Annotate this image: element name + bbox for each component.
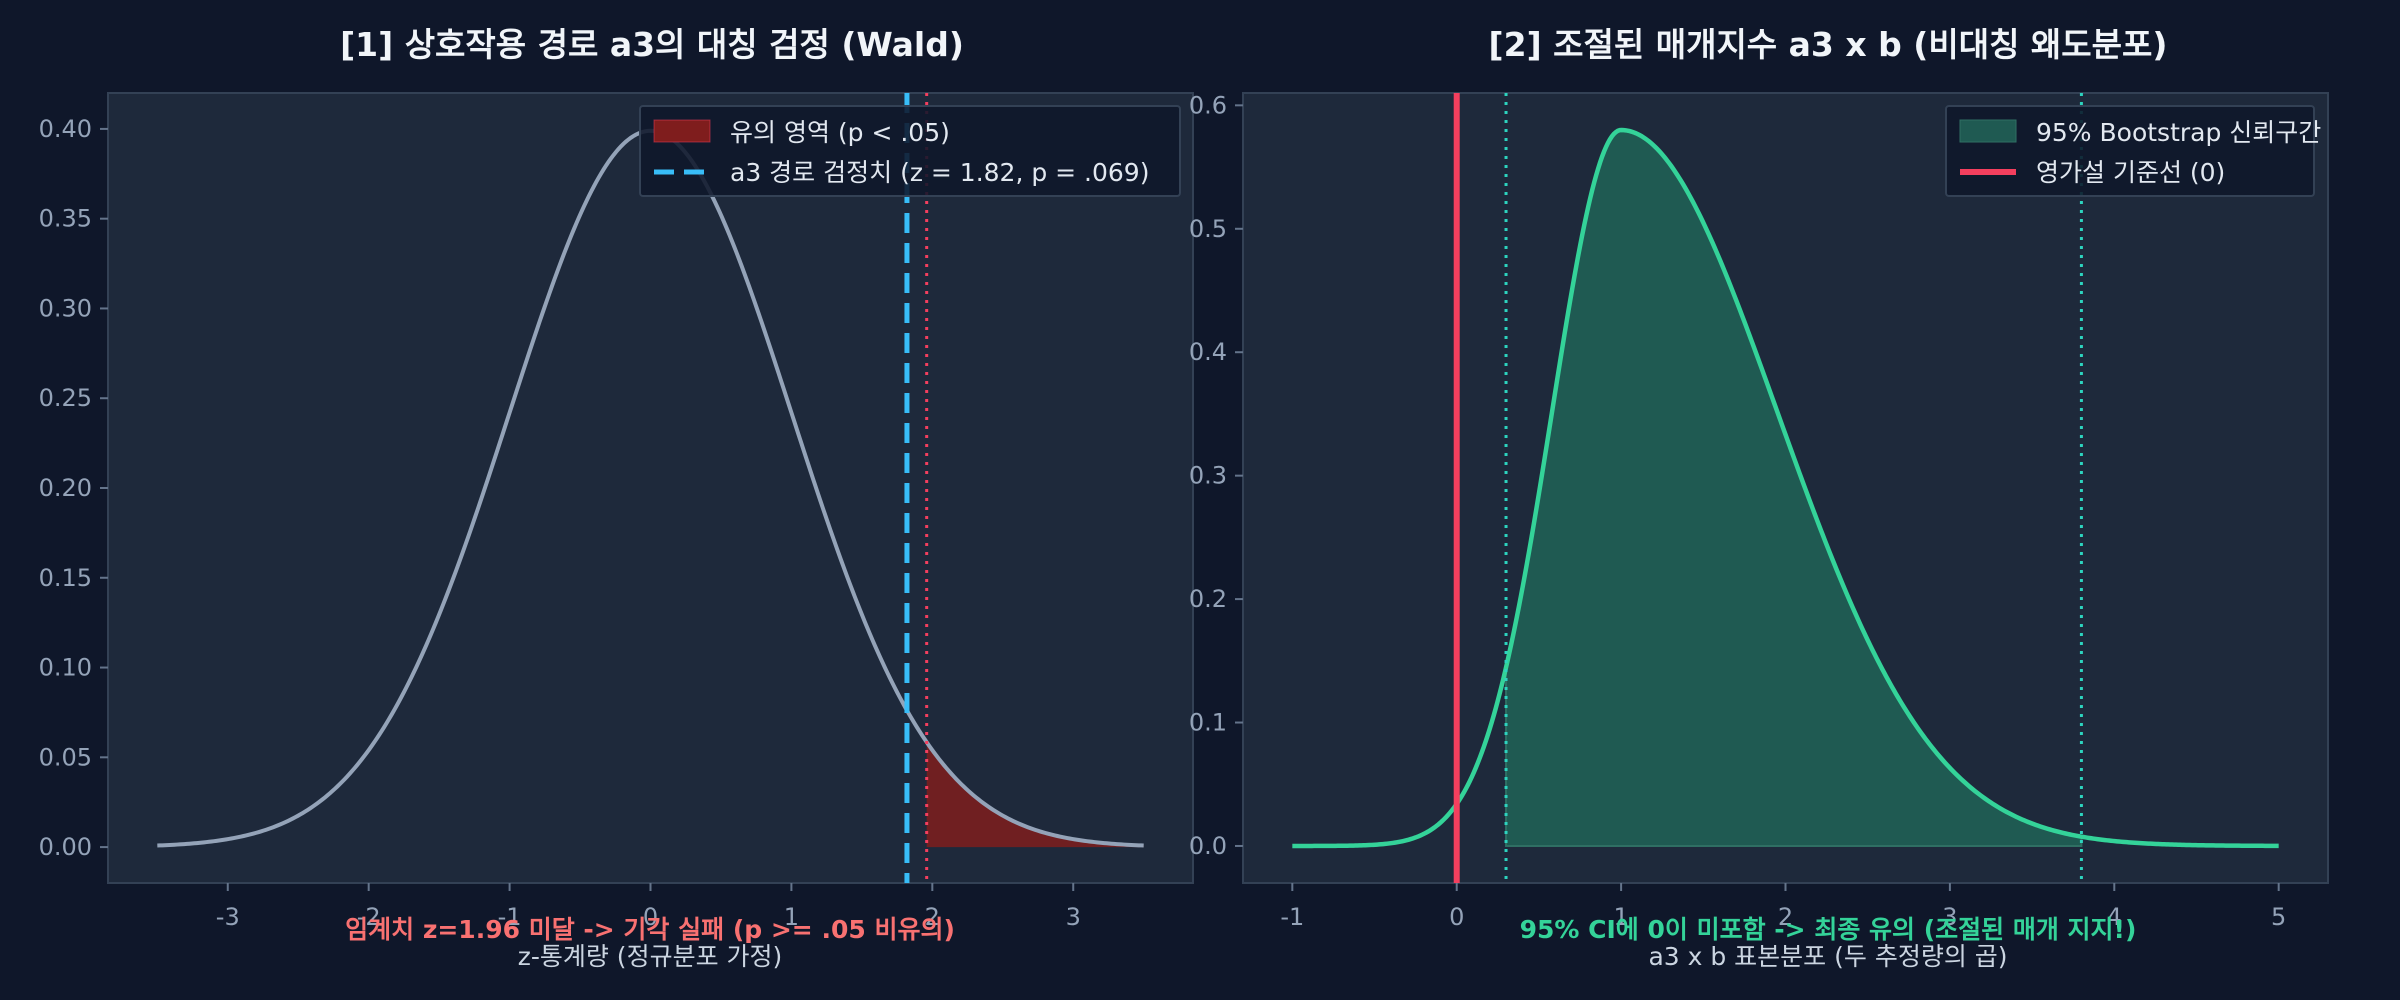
y-tick-label: 0.3 <box>1189 462 1227 490</box>
chart-1-legend: 유의 영역 (p < .05) a3 경로 검정치 (z = 1.82, p =… <box>639 105 1181 197</box>
chart-1-significance-region <box>926 742 1144 848</box>
chart-2-annotation: 95% CI에 0이 미포함 -> 최종 유의 (조절된 매개 지지!) <box>1520 915 2137 944</box>
x-tick-label: 2 <box>925 903 940 931</box>
x-tick-label: -1 <box>1280 903 1304 931</box>
chart-1-plot-area <box>107 92 1194 884</box>
y-tick-label: 0.05 <box>39 743 92 771</box>
y-tick-label: 0.10 <box>39 654 92 682</box>
x-tick-label: -2 <box>357 903 381 931</box>
y-tick-label: 0.0 <box>1189 832 1227 860</box>
x-tick-label: 3 <box>1066 903 1081 931</box>
y-tick-label: 0.35 <box>39 205 92 233</box>
y-tick-label: 0.40 <box>39 115 92 143</box>
chart-2: [2] 조절된 매개지수 a3 x b (비대칭 왜도분포) 0.0 0.1 0.2… <box>1189 25 2329 971</box>
legend-label-statistic: a3 경로 검정치 (z = 1.82, p = .069) <box>730 158 1149 187</box>
x-tick-label: 4 <box>2107 903 2122 931</box>
legend-swatch-significance <box>653 119 711 143</box>
chart-2-legend: 95% Bootstrap 신뢰구간 영가설 기준선 (0) <box>1945 105 2321 197</box>
y-tick-label: 0.6 <box>1189 91 1227 119</box>
x-tick-label: 0 <box>643 903 658 931</box>
x-tick-label: 0 <box>1449 903 1464 931</box>
legend-label-significance: 유의 영역 (p < .05) <box>730 118 950 147</box>
y-tick-label: 0.5 <box>1189 215 1227 243</box>
y-tick-label: 0.15 <box>39 564 92 592</box>
x-tick-label: 2 <box>1778 903 1793 931</box>
y-tick-label: 0.2 <box>1189 585 1227 613</box>
y-tick-label: 0.00 <box>39 833 92 861</box>
x-tick-label: 3 <box>1942 903 1957 931</box>
legend-swatch-ci <box>1959 119 2017 143</box>
legend-label-null: 영가설 기준선 (0) <box>2036 158 2225 187</box>
chart-2-xlabel: a3 x b 표본분포 (두 추정량의 곱) <box>1648 942 2007 971</box>
y-tick-label: 0.4 <box>1189 338 1227 366</box>
x-tick-label: 1 <box>784 903 799 931</box>
x-tick-label: 1 <box>1613 903 1628 931</box>
chart-1-annotation: 임계치 z=1.96 미달 -> 기각 실패 (p >= .05 비유의) <box>345 915 955 944</box>
y-tick-label: 0.25 <box>39 384 92 412</box>
y-tick-label: 0.1 <box>1189 709 1227 737</box>
chart-1-title: [1] 상호작용 경로 a3의 대칭 검정 (Wald) <box>340 25 964 64</box>
legend-label-ci: 95% Bootstrap 신뢰구간 <box>2036 118 2321 147</box>
y-tick-label: 0.20 <box>39 474 92 502</box>
x-tick-label: -3 <box>216 903 240 931</box>
y-tick-label: 0.30 <box>39 294 92 322</box>
chart-1-xlabel: z-통계량 (정규분포 가정) <box>518 942 783 971</box>
x-tick-label: 5 <box>2271 903 2286 931</box>
x-tick-label: -1 <box>498 903 522 931</box>
chart-2-title: [2] 조절된 매개지수 a3 x b (비대칭 왜도분포) <box>1489 25 2168 64</box>
chart-1: [1] 상호작용 경로 a3의 대칭 검정 (Wald) 0.00 0.05 0.1… <box>39 25 1194 971</box>
